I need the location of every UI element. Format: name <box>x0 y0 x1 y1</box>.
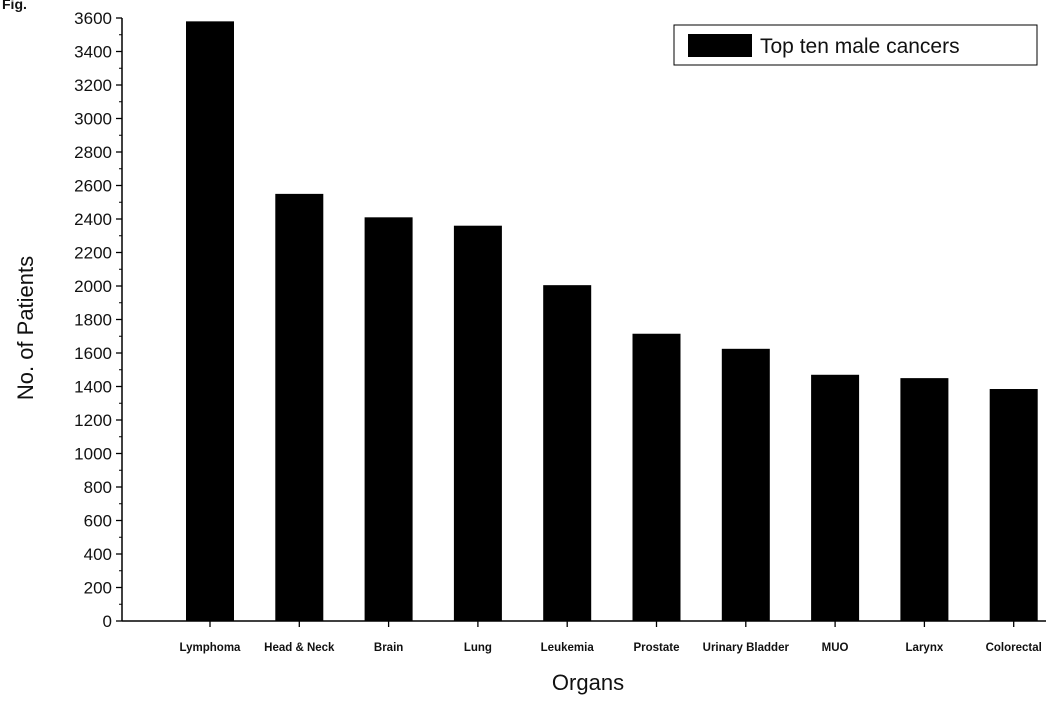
x-axis-ticks: Lymphoma Head & Neck Brain Lung Leukemia Pros… <box>180 621 1042 654</box>
bar-urinary-bladder <box>721 348 770 621</box>
legend: Top ten male cancers <box>673 24 1038 66</box>
x-tick-label: Leukemia <box>541 642 595 654</box>
y-tick-label: 3400 <box>74 43 112 62</box>
legend-swatch <box>688 34 752 57</box>
x-tick-label: Lymphoma <box>180 642 242 654</box>
y-tick-label: 3200 <box>74 76 112 95</box>
bar-leukemia <box>543 285 592 621</box>
bars-group <box>186 21 1038 622</box>
y-tick-label: 1200 <box>74 411 112 430</box>
y-tick-label: 2200 <box>74 244 112 263</box>
x-axis-label: Organs <box>552 670 624 695</box>
y-tick-label: 2600 <box>74 177 112 196</box>
y-tick-label: 800 <box>84 478 112 497</box>
x-tick-label: Lung <box>464 642 492 654</box>
y-axis-ticks: 0 200 400 600 800 1000 1200 1400 1600 1800 2000 220… <box>74 9 122 631</box>
bar-muo <box>811 374 860 621</box>
y-tick-label: 400 <box>84 545 112 564</box>
x-tick-label: MUO <box>822 642 849 654</box>
y-tick-label: 1600 <box>74 344 112 363</box>
y-tick-label: 3000 <box>74 110 112 129</box>
bar-lung <box>453 225 502 621</box>
x-tick-label: Brain <box>374 642 403 654</box>
y-tick-label: 2400 <box>74 210 112 229</box>
y-tick-label: 600 <box>84 512 112 531</box>
y-tick-label: 2800 <box>74 143 112 162</box>
x-tick-label: Head & Neck <box>264 642 335 654</box>
bar-lymphoma <box>186 21 234 622</box>
y-tick-label: 0 <box>103 612 112 631</box>
y-tick-label: 3600 <box>74 9 112 28</box>
y-axis-label: No. of Patients <box>13 256 38 400</box>
y-tick-label: 1800 <box>74 311 112 330</box>
y-tick-label: 2000 <box>74 277 112 296</box>
bar-colorectal <box>989 389 1038 621</box>
y-tick-label: 1400 <box>74 378 112 397</box>
y-tick-label: 200 <box>84 579 112 598</box>
y-tick-label: 1000 <box>74 445 112 464</box>
bar-prostate <box>632 333 681 621</box>
bar-head-neck <box>275 193 324 621</box>
x-tick-label: Prostate <box>633 642 679 654</box>
figure-label: Fig. <box>2 0 27 12</box>
x-tick-label: Colorectal <box>986 642 1042 654</box>
legend-label: Top ten male cancers <box>760 35 960 58</box>
x-tick-label: Urinary Bladder <box>703 642 790 654</box>
bar-brain <box>364 217 413 621</box>
x-tick-label: Larynx <box>906 642 944 654</box>
bar-larynx <box>900 378 949 621</box>
